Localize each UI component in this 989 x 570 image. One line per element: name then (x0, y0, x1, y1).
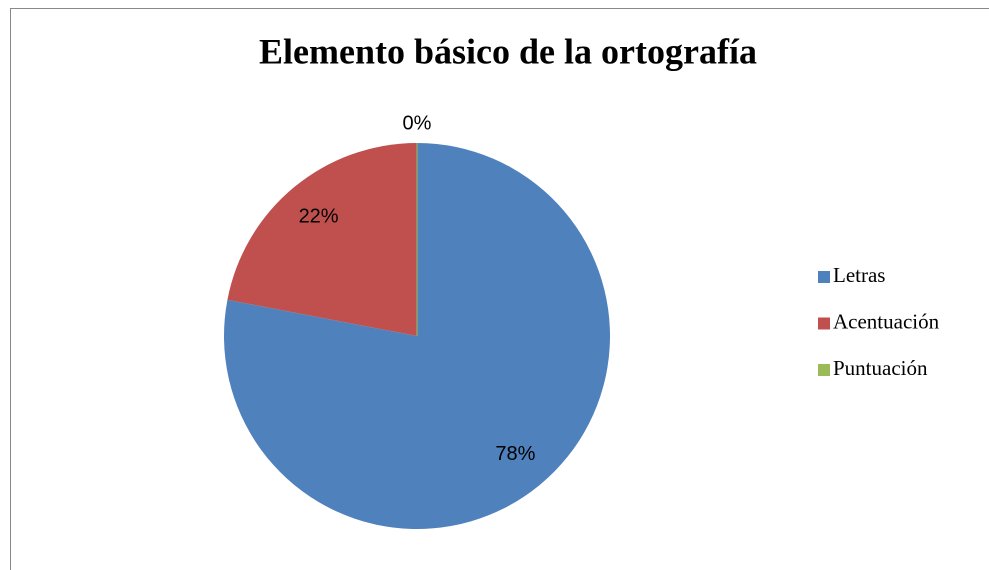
legend-swatch (818, 317, 830, 330)
chart-title: Elemento básico de la ortografía (259, 31, 757, 71)
legend-swatch (818, 271, 830, 283)
data-label: 22% (299, 205, 339, 227)
data-label: 0% (403, 112, 432, 134)
legend-label: Acentuación (833, 309, 940, 333)
legend-label: Letras (833, 263, 885, 287)
data-label: 78% (495, 443, 535, 465)
legend-label: Puntuación (833, 356, 928, 380)
legend-swatch (818, 364, 830, 376)
pie-slice (227, 143, 417, 336)
